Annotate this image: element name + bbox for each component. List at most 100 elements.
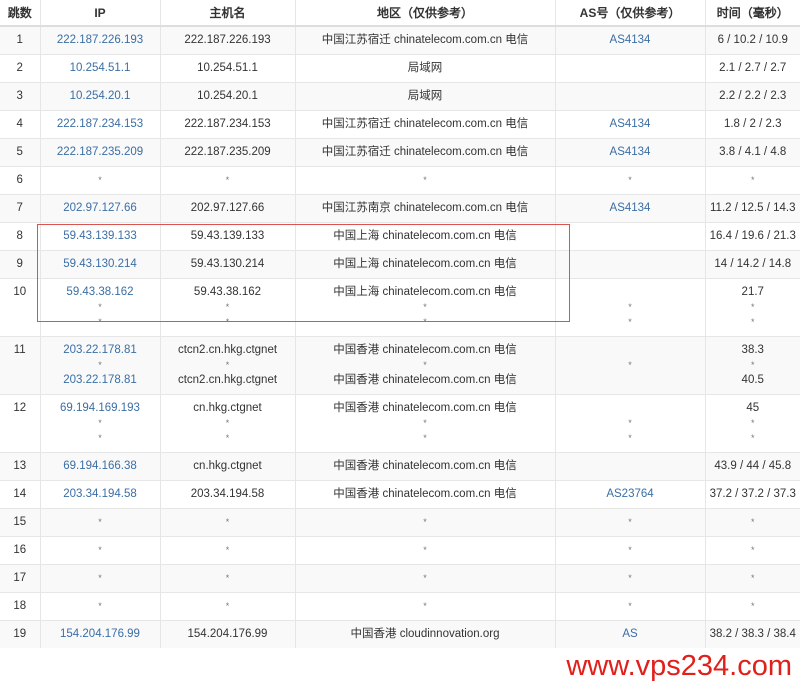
time-value: * [750, 175, 755, 185]
region-value: * [423, 360, 427, 370]
ip-link[interactable]: 203.22.178.81 [63, 344, 137, 356]
region-value: 中国香港 chinatelecom.com.cn 电信 [333, 402, 517, 414]
region-value: 中国香港 chinatelecom.com.cn 电信 [333, 344, 517, 356]
as-link[interactable]: AS4134 [609, 118, 651, 130]
ip-link[interactable]: 202.97.127.66 [63, 202, 137, 214]
table-row: 14 203.34.194.58 203.34.194.58 中国香港 chinate… [0, 480, 800, 509]
host-cell: 59.43.139.133 [159, 222, 295, 251]
host-value: * [225, 360, 230, 370]
region-value: 中国上海 chinatelecom.com.cn 电信 [333, 230, 517, 242]
hop-number: 16 [0, 536, 40, 565]
time-value: 40.5 [741, 374, 764, 386]
hop-number: 19 [0, 620, 40, 648]
host-value: * [225, 573, 230, 583]
host-value: * [225, 317, 230, 327]
as-cell: * [554, 166, 705, 195]
host-value: 203.34.194.58 [190, 488, 265, 500]
region-cell: 中国香港 cloudinnovation.org [294, 620, 555, 648]
region-cell: 中国香港 chinatelecom.com.cn 电信 * * [294, 394, 555, 453]
time-cell: 14 / 14.2 / 14.8 [704, 250, 800, 279]
host-cell: 222.187.234.153 [159, 110, 295, 139]
time-value: 2.1 / 2.7 / 2.7 [719, 62, 787, 74]
as-cell: AS4134 [554, 194, 705, 223]
as-link[interactable]: AS4134 [609, 202, 651, 214]
ip-link[interactable]: 10.254.51.1 [69, 62, 131, 74]
ip-link[interactable]: 59.43.130.214 [63, 258, 137, 270]
time-cell: 37.2 / 37.2 / 37.3 [704, 480, 800, 509]
as-value [556, 343, 705, 358]
ip-link[interactable]: 10.254.20.1 [69, 90, 131, 102]
hop-number: 5 [0, 138, 40, 167]
time-cell: * [704, 508, 800, 537]
time-cell: 1.8 / 2 / 2.3 [704, 110, 800, 139]
host-value: 59.43.38.162 [193, 286, 262, 298]
time-cell: 21.7 * * [704, 278, 800, 337]
region-value: * [423, 175, 427, 185]
time-value: 6 / 10.2 / 10.9 [717, 34, 788, 46]
as-cell: AS [554, 620, 705, 648]
time-value: 1.8 / 2 / 2.3 [723, 118, 782, 130]
region-cell: 中国上海 chinatelecom.com.cn 电信 * * [294, 278, 555, 337]
time-cell: 45 * * [704, 394, 800, 453]
region-value: * [423, 317, 427, 327]
region-cell: 中国上海 chinatelecom.com.cn 电信 [294, 222, 555, 251]
host-cell: * [159, 592, 295, 621]
time-cell: 6 / 10.2 / 10.9 [704, 25, 800, 55]
region-value: 中国上海 chinatelecom.com.cn 电信 [333, 286, 517, 298]
time-cell: 38.2 / 38.3 / 38.4 [704, 620, 800, 648]
host-cell: 59.43.130.214 [159, 250, 295, 279]
time-value: 21.7 [741, 286, 764, 298]
as-link[interactable]: AS [622, 628, 638, 640]
host-cell: ctcn2.cn.hkg.ctgnet * ctcn2.cn.hkg.ctgnet [159, 336, 295, 395]
hop-number: 2 [0, 54, 40, 83]
time-value: * [750, 545, 755, 555]
time-value: * [750, 573, 755, 583]
header-ip: IP [39, 0, 160, 27]
as-cell: * [554, 508, 705, 537]
as-link[interactable]: AS4134 [609, 34, 651, 46]
ip-cell: 222.187.226.193 [39, 25, 160, 55]
ip-cell: 10.254.51.1 [39, 54, 160, 83]
region-cell: 中国江苏宿迁 chinatelecom.com.cn 电信 [294, 138, 555, 167]
host-cell: 154.204.176.99 [159, 620, 295, 648]
as-value: * [628, 433, 632, 443]
ip-link[interactable]: 59.43.139.133 [63, 230, 137, 242]
ip-link[interactable]: 222.187.234.153 [56, 118, 144, 130]
header-as: AS号（仅供参考） [554, 0, 705, 27]
host-cell: cn.hkg.ctgnet * * [159, 394, 295, 453]
time-value: * [750, 517, 755, 527]
ip-link[interactable]: 69.194.169.193 [60, 402, 140, 414]
ip-cell: 69.194.166.38 [39, 452, 160, 481]
as-value: * [628, 360, 632, 370]
as-link[interactable]: AS4134 [609, 146, 651, 158]
ip-link[interactable]: 203.34.194.58 [63, 488, 137, 500]
table-row: 10 59.43.38.162 * * 59.43.38.162 * * 中国上海 china… [0, 278, 800, 337]
host-value: cn.hkg.ctgnet [193, 460, 262, 472]
ip-cell: 222.187.234.153 [39, 110, 160, 139]
as-cell [554, 222, 705, 251]
time-cell: 3.8 / 4.1 / 4.8 [704, 138, 800, 167]
ip-link[interactable]: 222.187.226.193 [56, 34, 144, 46]
as-link[interactable]: AS23764 [606, 488, 654, 500]
ip-link[interactable]: 222.187.235.209 [56, 146, 144, 158]
region-cell: 局域网 [294, 54, 555, 83]
region-cell: 局域网 [294, 82, 555, 111]
ip-link[interactable]: 59.43.38.162 [66, 286, 134, 298]
region-value: 中国江苏宿迁 chinatelecom.com.cn 电信 [321, 118, 529, 130]
ip-link[interactable]: 69.194.166.38 [63, 460, 137, 472]
host-cell: cn.hkg.ctgnet [159, 452, 295, 481]
table-row: 16 * * * * * [0, 536, 800, 565]
time-cell: * [704, 592, 800, 621]
time-cell: * [704, 564, 800, 593]
as-value [556, 89, 705, 104]
header-hop: 跳数 [0, 0, 40, 27]
ip-link[interactable]: 203.22.178.81 [63, 374, 137, 386]
as-cell [554, 452, 705, 481]
ip-link[interactable]: 154.204.176.99 [60, 628, 140, 640]
watermark: www.vps234.com [566, 650, 792, 682]
as-value: * [628, 317, 632, 327]
region-cell: 中国香港 chinatelecom.com.cn 电信 [294, 452, 555, 481]
ip-value: * [98, 573, 102, 583]
hop-number: 15 [0, 508, 40, 537]
region-value: 局域网 [407, 62, 443, 74]
